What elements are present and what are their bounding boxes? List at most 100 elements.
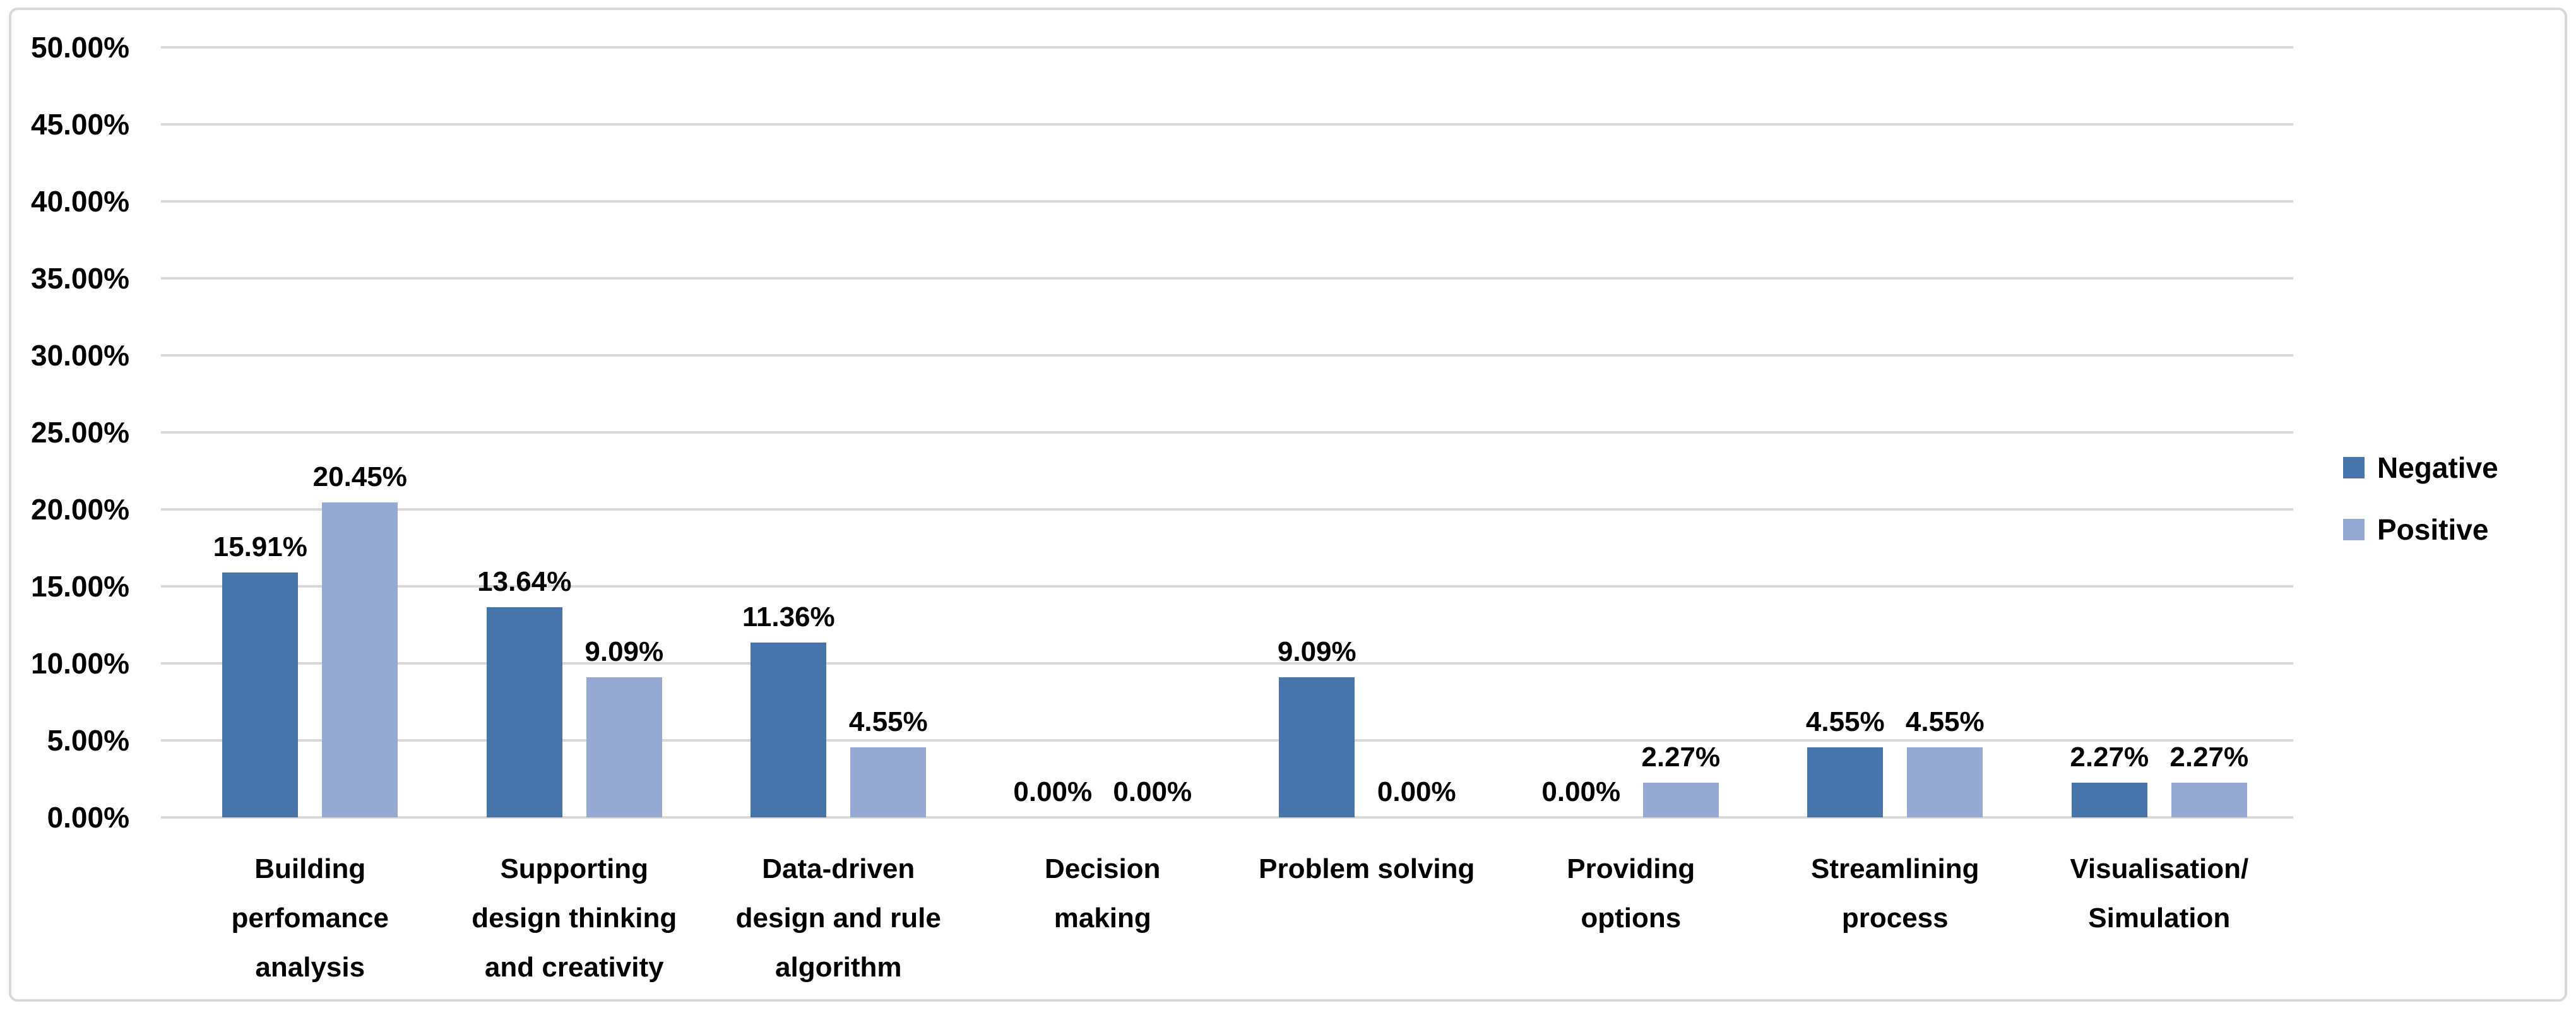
category-label: Building perfomance analysis — [178, 845, 442, 992]
category-label-line: Data-driven — [762, 853, 915, 884]
bar-group: 9.09% 0.00% — [1235, 47, 1499, 817]
bar-column-negative: 11.36% — [742, 47, 835, 817]
y-axis-tick-label: 15.00% — [30, 570, 129, 603]
category-label-line: analysis — [255, 952, 365, 983]
category-label: Problem solving — [1235, 845, 1499, 992]
bar-column-negative: 13.64% — [477, 47, 571, 817]
category-label-line: process — [1841, 903, 1949, 934]
gridline — [161, 46, 2293, 49]
bar-value-label: 15.91% — [213, 531, 307, 564]
category-label-line: Visualisation/ — [2070, 853, 2249, 884]
bar-column-positive: 2.27% — [1641, 47, 1721, 817]
gridline — [161, 431, 2293, 434]
bar-value-label: 9.09% — [1277, 636, 1356, 668]
gridline — [161, 123, 2293, 126]
bar-column-positive: 0.00% — [1113, 47, 1192, 817]
category-label-line: options — [1581, 903, 1682, 934]
category-label-line: design and rule — [735, 903, 941, 934]
y-axis-tick-label: 45.00% — [30, 108, 129, 141]
y-axis-tick-label: 50.00% — [30, 31, 129, 64]
plot-area: 15.91% 20.45% 13.64% 9.09% 11.36% 4.55% 0.00% 0… — [178, 47, 2291, 817]
bar-value-text: 4.55% — [1805, 706, 1885, 737]
legend-item-positive: Positive — [2343, 513, 2498, 547]
bar-value-text: 9.09% — [585, 636, 664, 668]
bar-group: 0.00% 0.00% — [971, 47, 1235, 817]
bar-column-negative: 4.55% — [1805, 47, 1885, 817]
bar-value-label: 2.27% — [2070, 741, 2149, 774]
bar-value-label: 0.00% — [1013, 776, 1093, 809]
y-axis-tick-label: 20.00% — [30, 493, 129, 526]
category-label-line: perfomance — [231, 903, 389, 934]
bar-positive — [1907, 747, 1983, 817]
bar-positive — [850, 747, 927, 817]
bar-group: 0.00% 2.27% — [1499, 47, 1764, 817]
gridline — [161, 508, 2293, 511]
legend: Negative Positive — [2343, 451, 2498, 574]
legend-swatch-positive-icon — [2343, 519, 2365, 540]
category-label-line: Supporting — [500, 853, 649, 884]
category-label-line: making — [1054, 903, 1151, 934]
bar-value-label: 0.00% — [1377, 776, 1456, 809]
bar-value-label: 20.45% — [313, 461, 407, 494]
y-axis-tick-label: 10.00% — [30, 647, 129, 680]
category-label: Decision making — [971, 845, 1235, 992]
bar-value-text: 2.27% — [1641, 741, 1721, 773]
bar-value-text: 2.27% — [2070, 741, 2149, 773]
category-label-line: Simulation — [2088, 903, 2231, 934]
bar-column-negative: 0.00% — [1013, 47, 1093, 817]
bar-column-positive: 0.00% — [1377, 47, 1456, 817]
bar-value-text: 4.55% — [1905, 706, 1985, 737]
y-axis-tick-label: 40.00% — [30, 185, 129, 218]
bar-positive — [586, 677, 662, 817]
bar-value-text: 9.09% — [1277, 636, 1356, 668]
bar-value-label: 0.00% — [1113, 776, 1192, 809]
bar-positive — [2171, 782, 2247, 817]
legend-swatch-negative-icon — [2343, 457, 2365, 478]
bar-positive — [322, 502, 398, 817]
legend-item-negative: Negative — [2343, 451, 2498, 485]
category-label: Providing options — [1499, 845, 1764, 992]
category-label: Supporting design thinking and creativity — [442, 845, 707, 992]
bar-negative — [1279, 677, 1355, 817]
bar-group: 11.36% 4.55% — [706, 47, 971, 817]
bar-negative — [1807, 747, 1884, 817]
bar-value-text: 0.00% — [1013, 776, 1093, 807]
bar-value-text: 4.55% — [848, 706, 928, 737]
category-label-line: Building — [254, 853, 366, 884]
category-label: Visualisation/Simulation — [2027, 845, 2292, 992]
bar-value-label: 2.27% — [1641, 741, 1721, 774]
y-axis-tick-label: 30.00% — [30, 339, 129, 372]
bar-column-negative: 15.91% — [213, 47, 307, 817]
chart-frame — [9, 8, 2567, 1002]
bar-value-label: 0.00% — [1541, 776, 1620, 809]
bar-negative — [222, 572, 299, 817]
y-axis-tick-label: 35.00% — [30, 262, 129, 295]
category-label-line: algorithm — [775, 952, 902, 983]
legend-label: Positive — [2377, 513, 2489, 546]
category-label: Data-driven design and rule algorithm — [706, 845, 971, 992]
bar-column-negative: 9.09% — [1277, 47, 1356, 817]
bar-value-label: 4.55% — [848, 706, 928, 738]
gridline — [161, 662, 2293, 665]
bar-column-positive: 4.55% — [1905, 47, 1985, 817]
bar-column-positive: 2.27% — [2169, 47, 2248, 817]
bar-value-label: 9.09% — [585, 636, 664, 668]
category-label-line: Problem solving — [1259, 853, 1475, 884]
bar-group: 13.64% 9.09% — [442, 47, 707, 817]
bar-value-label: 4.55% — [1805, 706, 1885, 738]
gridline — [161, 354, 2293, 357]
bar-group: 4.55% 4.55% — [1763, 47, 2027, 817]
bar-column-positive: 20.45% — [313, 47, 407, 817]
category-label-line: and creativity — [484, 952, 664, 983]
bar-value-label: 11.36% — [742, 601, 835, 634]
y-axis-tick-label: 5.00% — [47, 724, 129, 757]
x-axis-category-labels: Building perfomance analysis Supporting desi… — [178, 845, 2291, 992]
bar-positive — [1642, 782, 1719, 817]
y-axis-tick-label: 0.00% — [47, 801, 129, 834]
bar-value-text: 15.91% — [213, 531, 307, 562]
bar-value-text: 11.36% — [742, 601, 835, 632]
category-label-line: Providing — [1567, 853, 1695, 884]
gridline — [161, 816, 2293, 819]
bar-negative — [2071, 782, 2147, 817]
bar-value-text: 0.00% — [1113, 776, 1192, 807]
